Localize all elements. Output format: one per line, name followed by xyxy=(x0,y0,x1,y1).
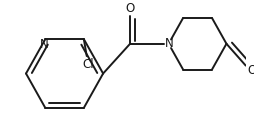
Text: N: N xyxy=(165,37,173,50)
Text: N: N xyxy=(40,38,49,51)
Text: Cl: Cl xyxy=(83,58,94,72)
Text: O: O xyxy=(125,2,134,15)
Text: O: O xyxy=(246,64,254,77)
